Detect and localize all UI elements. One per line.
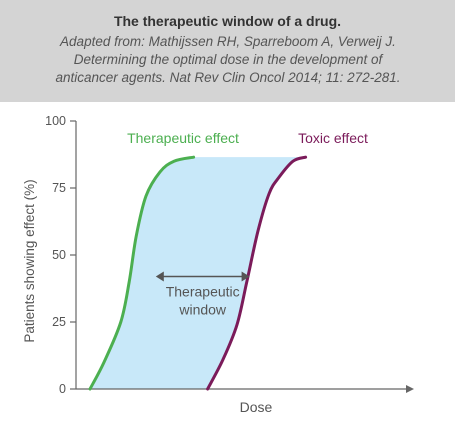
y-axis-label: Patients showing effect (%) [22, 179, 37, 342]
series-line-toxic [206, 155, 308, 391]
therapeutic-window-area [90, 157, 306, 389]
header-panel: The therapeutic window of a drug. Adapte… [0, 0, 455, 102]
y-tick-label: 75 [52, 181, 66, 195]
window-label-line: window [178, 301, 227, 317]
series-label-toxic: Toxic effect [298, 130, 368, 146]
y-tick-label: 100 [45, 114, 66, 128]
series-line-therapeutic [88, 155, 196, 391]
subtitle-line: Adapted from: Mathijssen RH, Sparreboom … [60, 34, 396, 49]
series: Therapeutic effect Toxic effect [88, 130, 368, 391]
window-label-line: Therapeutic [166, 283, 240, 299]
window-arrow-head-left [155, 271, 164, 282]
series-label-therapeutic: Therapeutic effect [127, 130, 239, 146]
y-tick-label: 0 [59, 382, 66, 396]
y-tick-label: 25 [52, 315, 66, 329]
y-tick-label: 50 [52, 248, 66, 262]
window-fill [90, 157, 306, 389]
x-axis-label: Dose [240, 399, 273, 415]
window-arrow-head-right [241, 271, 250, 282]
subtitle-line: anticancer agents. Nat Rev Clin Oncol 20… [55, 70, 401, 85]
subtitle-line: Determining the optimal dose in the deve… [73, 52, 383, 67]
figure-title: The therapeutic window of a drug. [113, 13, 342, 29]
figure-subtitle: Adapted from: Mathijssen RH, Sparreboom … [18, 33, 438, 87]
annotation: Therapeutic window [155, 271, 250, 317]
x-axis-arrowhead [406, 385, 414, 393]
axes: 0 25 50 75 100 Dose Patients showing effect (%… [22, 114, 414, 415]
